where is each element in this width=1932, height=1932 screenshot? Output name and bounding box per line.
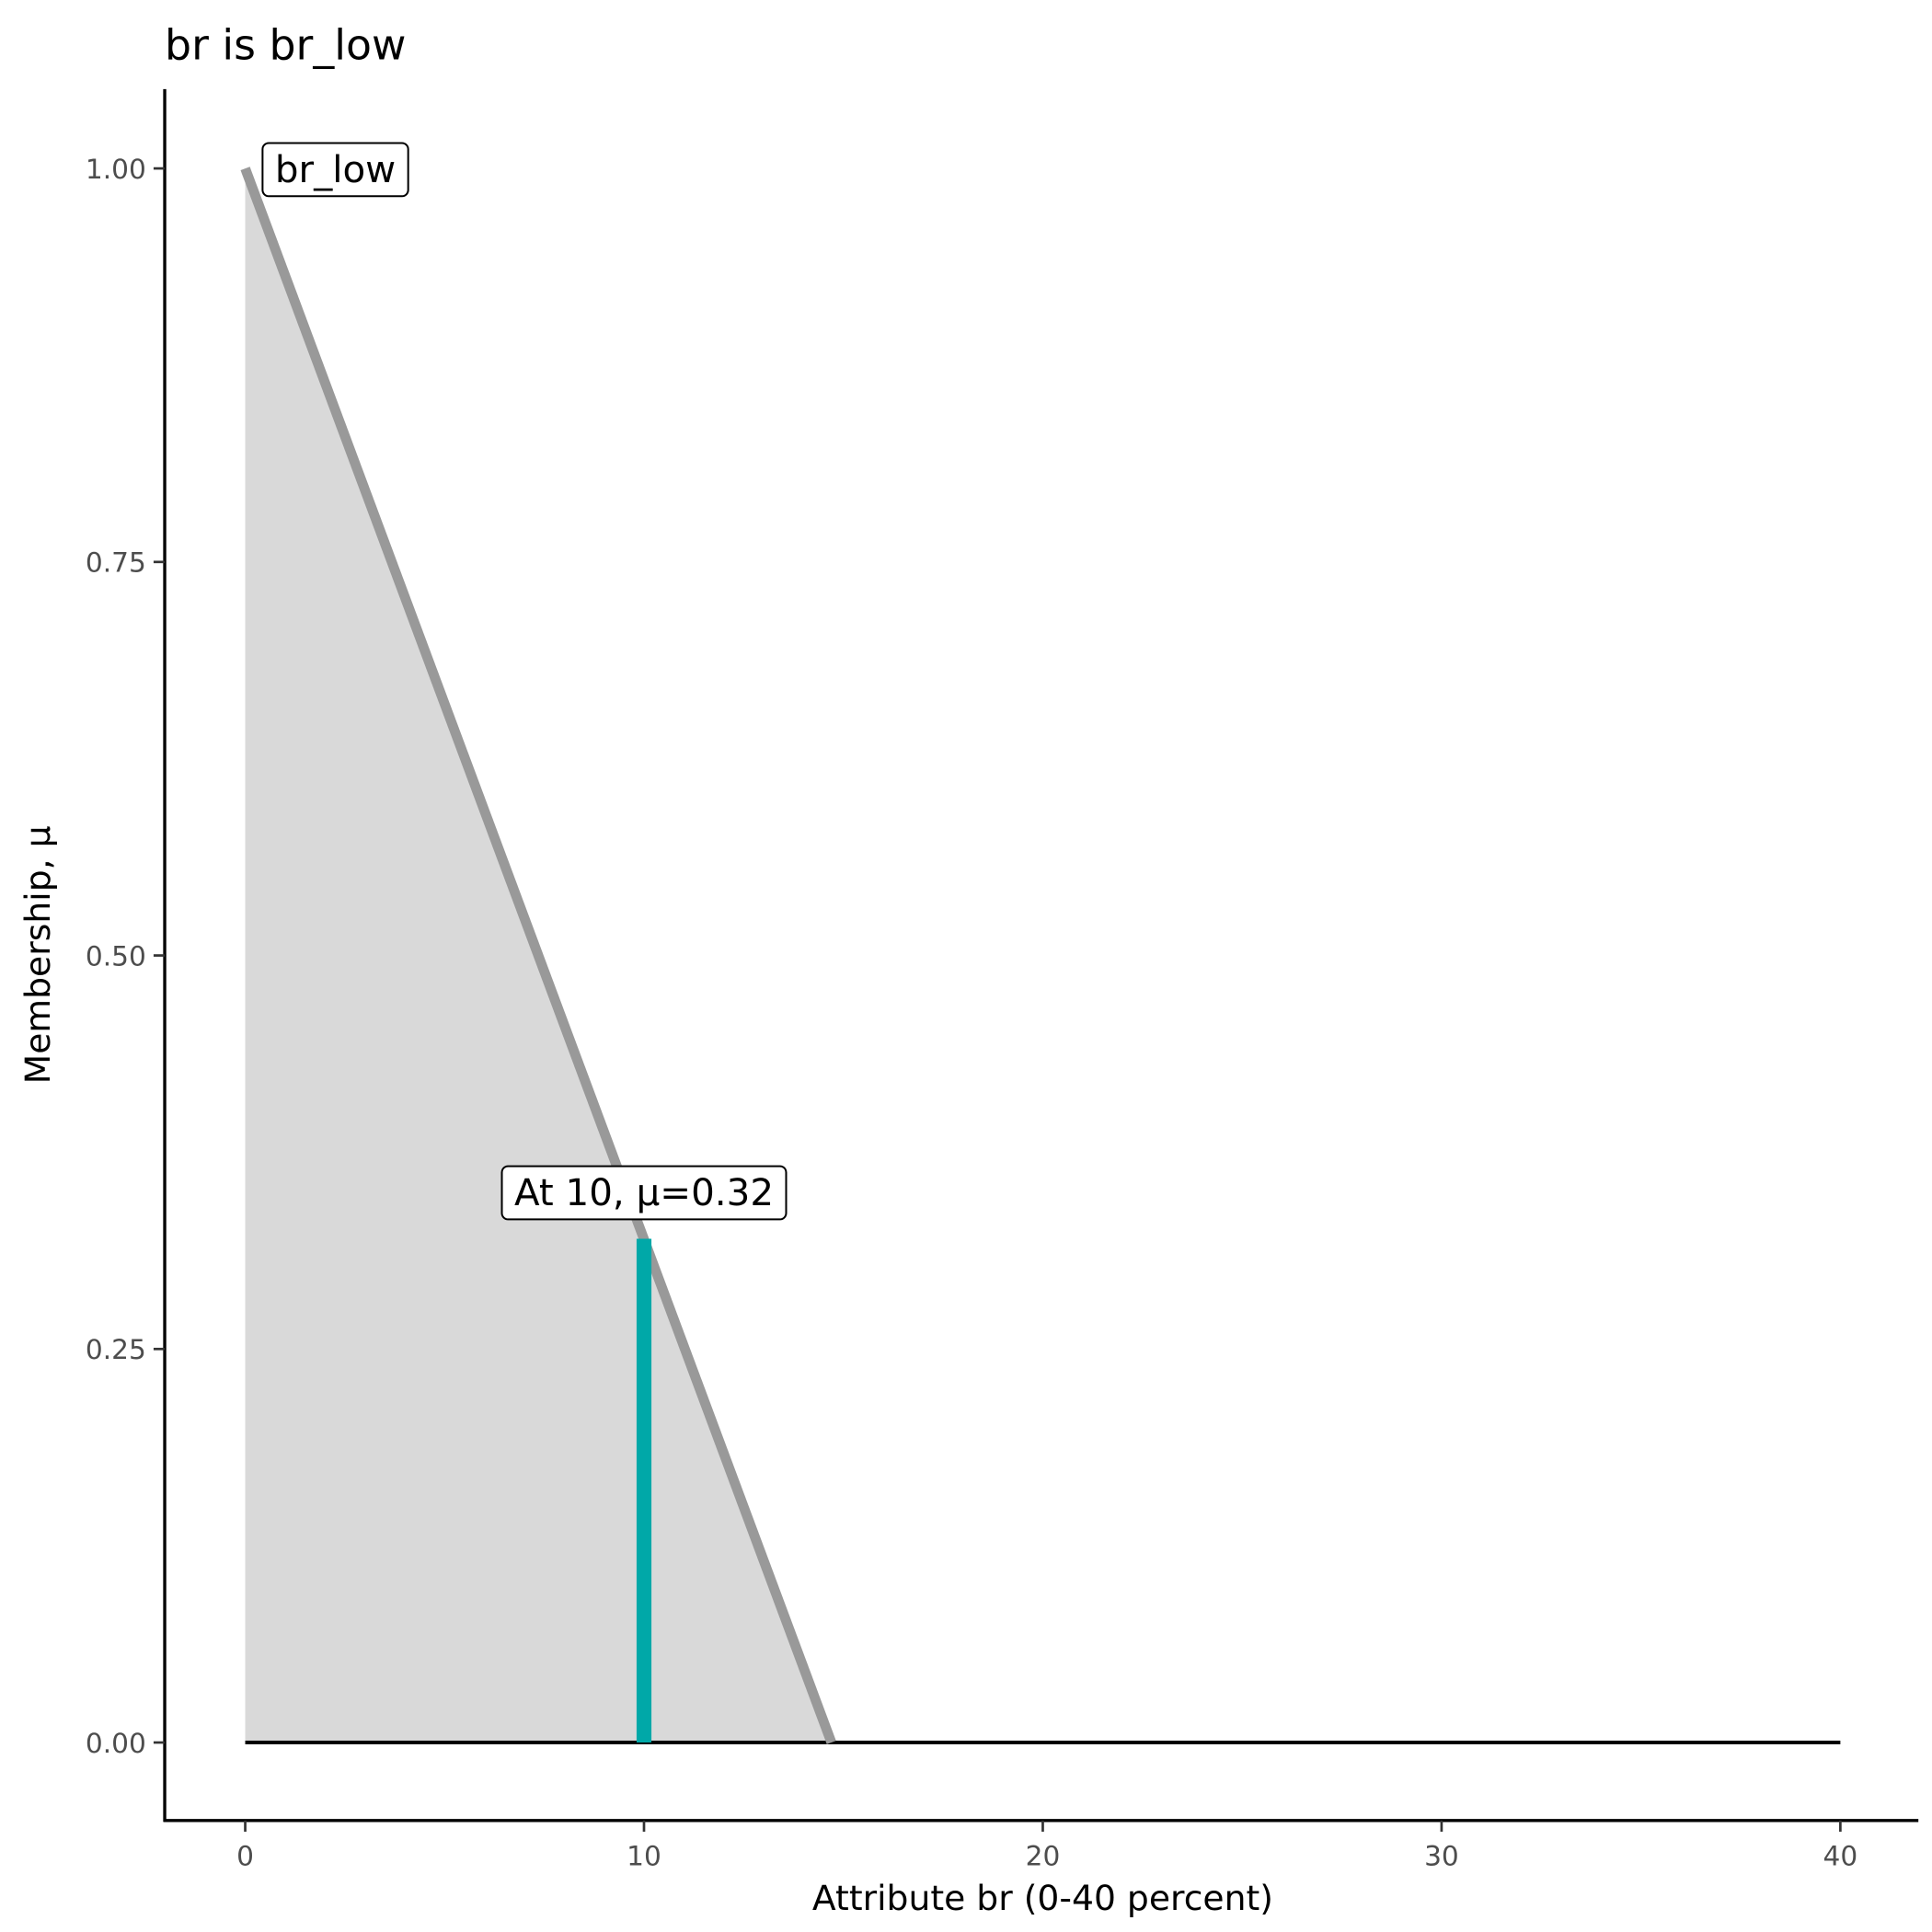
x-axis-ticks: 0 10 20 30 40 [236, 1820, 1858, 1871]
y-tick-label: 0.50 [86, 940, 146, 972]
x-tick-label: 30 [1424, 1840, 1459, 1871]
annotation-label: At 10, μ=0.32 [500, 1165, 788, 1221]
x-tick-label: 40 [1823, 1840, 1858, 1871]
annotation-box [261, 142, 409, 198]
annotation-box [500, 1165, 788, 1221]
y-tick-label: 0.75 [86, 547, 146, 579]
x-tick-label: 10 [627, 1840, 661, 1871]
membership-line [240, 167, 836, 1744]
x-tick-label: 0 [236, 1840, 254, 1871]
x-tick-label: 20 [1026, 1840, 1061, 1871]
y-axis-label: Membership, μ [17, 825, 58, 1084]
y-tick-label: 1.00 [86, 154, 146, 185]
chart-title: br is br_low [165, 21, 406, 70]
y-tick-label: 0.25 [86, 1334, 146, 1365]
y-tick-label: 0.00 [86, 1728, 146, 1759]
annotation-label: br_low [261, 142, 409, 198]
x-axis-label: Attribute br (0-40 percent) [812, 1878, 1273, 1918]
y-axis-ticks: 0.00 0.25 0.50 0.75 1.00 [86, 154, 166, 1759]
plot-area: br_low At 10, μ=0.32 [240, 142, 1841, 1745]
annotation-text: br_low [275, 148, 396, 191]
annotation-text: At 10, μ=0.32 [514, 1171, 774, 1214]
